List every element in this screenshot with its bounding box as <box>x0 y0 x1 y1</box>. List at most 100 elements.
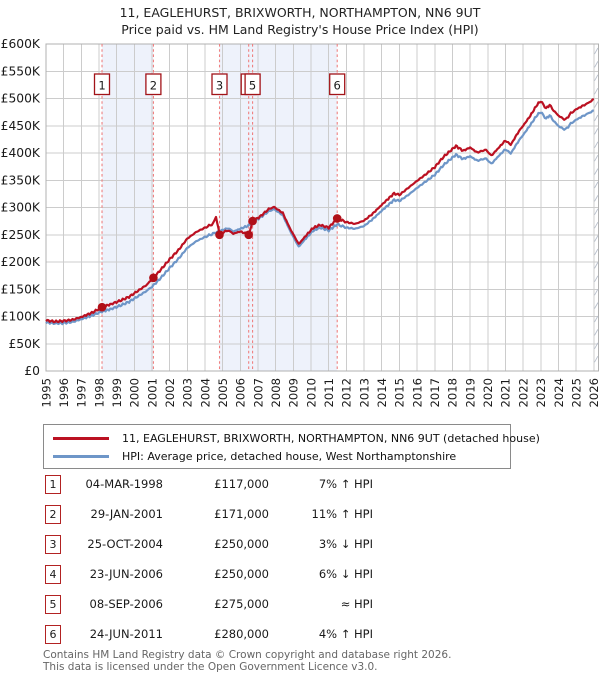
chart-title: 11, EAGLEHURST, BRIXWORTH, NORTHAMPTON, … <box>119 5 481 20</box>
svg-text:2012: 2012 <box>340 378 354 408</box>
sale-hpi-delta: 11% ↑ HPI <box>311 507 373 521</box>
svg-text:1995: 1995 <box>39 378 53 408</box>
svg-text:2021: 2021 <box>499 378 513 408</box>
svg-text:2020: 2020 <box>481 378 495 408</box>
sale-price: £117,000 <box>214 477 269 491</box>
svg-text:£300K: £300K <box>1 201 41 215</box>
svg-text:2025: 2025 <box>569 378 583 408</box>
sale-date: 08-SEP-2006 <box>89 597 163 611</box>
sale-date: 29-JAN-2001 <box>90 507 164 521</box>
chart-gridlines <box>45 43 600 372</box>
hpi-series-label: HPI: Average price, detached house, West… <box>122 449 457 463</box>
svg-text:2015: 2015 <box>393 378 407 408</box>
svg-text:2023: 2023 <box>534 378 548 408</box>
svg-text:2009: 2009 <box>287 378 301 408</box>
svg-text:2010: 2010 <box>304 378 318 408</box>
footer-line2: This data is licensed under the Open Gov… <box>43 661 378 673</box>
table-row: 5 08-SEP-2006 £275,000 ≈ HPI <box>45 594 385 614</box>
svg-text:£600K: £600K <box>1 38 41 51</box>
license-footer: Contains HM Land Registry data © Crown c… <box>43 649 451 673</box>
svg-text:1999: 1999 <box>110 378 124 408</box>
table-row: 1 04-MAR-1998 £117,000 7% ↑ HPI <box>45 474 385 494</box>
price-line <box>45 98 595 324</box>
row-number-badge: 5 <box>45 594 61 614</box>
row-number-badge: 1 <box>45 474 61 494</box>
svg-text:2011: 2011 <box>322 378 336 408</box>
sale-price: £171,000 <box>214 507 269 521</box>
svg-text:£450K: £450K <box>1 119 41 133</box>
svg-text:5: 5 <box>249 79 256 93</box>
sale-price: £250,000 <box>214 567 269 581</box>
sale-price: £280,000 <box>214 627 269 641</box>
svg-text:2008: 2008 <box>269 378 283 408</box>
svg-text:2004: 2004 <box>198 378 212 408</box>
svg-text:£0: £0 <box>24 364 40 378</box>
svg-text:£500K: £500K <box>1 92 41 106</box>
price-chart-svg: 123456£0£50K£100K£150K£200K£250K£300K£35… <box>1 38 600 408</box>
row-number-badge: 3 <box>45 534 61 554</box>
sale-date: 23-JUN-2006 <box>89 567 163 581</box>
row-number-badge: 6 <box>45 624 61 644</box>
svg-text:2000: 2000 <box>128 378 142 408</box>
sale-hpi-delta: ≈ HPI <box>340 597 373 611</box>
svg-text:2007: 2007 <box>251 378 265 408</box>
svg-text:2013: 2013 <box>357 378 371 408</box>
svg-text:2002: 2002 <box>163 378 177 408</box>
svg-text:1997: 1997 <box>75 378 89 408</box>
svg-text:£150K: £150K <box>1 282 41 296</box>
svg-text:2003: 2003 <box>181 378 195 408</box>
table-row: 6 24-JUN-2011 £280,000 4% ↑ HPI <box>45 624 385 644</box>
svg-text:2024: 2024 <box>552 378 566 408</box>
sale-hpi-delta: 7% ↑ HPI <box>318 477 373 491</box>
row-number-badge: 4 <box>45 564 61 584</box>
sale-date-lines <box>101 44 338 371</box>
sale-hpi-delta: 6% ↓ HPI <box>318 567 373 581</box>
svg-text:2026: 2026 <box>587 378 600 408</box>
svg-text:2016: 2016 <box>410 378 424 408</box>
svg-text:1: 1 <box>98 79 105 93</box>
svg-text:2014: 2014 <box>375 378 389 408</box>
sale-date: 24-JUN-2011 <box>89 627 163 641</box>
svg-text:2001: 2001 <box>145 378 159 408</box>
svg-text:2018: 2018 <box>446 378 460 408</box>
sale-number-boxes: 123456 <box>93 73 346 96</box>
svg-text:3: 3 <box>216 79 223 93</box>
y-axis-labels: £0 £50K £100K £150K £200K £250K £300K £350K £400… <box>1 38 41 378</box>
svg-text:£550K: £550K <box>1 65 41 79</box>
svg-text:1996: 1996 <box>57 378 71 408</box>
table-row: 2 29-JAN-2001 £171,000 11% ↑ HPI <box>45 504 385 524</box>
svg-text:2006: 2006 <box>234 378 248 408</box>
sale-date: 04-MAR-1998 <box>85 477 163 491</box>
sale-hpi-delta: 4% ↑ HPI <box>318 627 373 641</box>
svg-text:2017: 2017 <box>428 378 442 408</box>
svg-text:2: 2 <box>150 79 157 93</box>
future-hatch <box>594 47 599 363</box>
chart-subtitle: Price paid vs. HM Land Registry's House … <box>121 22 479 37</box>
svg-text:6: 6 <box>334 79 341 93</box>
svg-text:£100K: £100K <box>1 310 41 324</box>
svg-text:1998: 1998 <box>92 378 106 408</box>
svg-text:2005: 2005 <box>216 378 230 408</box>
svg-text:£50K: £50K <box>8 337 40 351</box>
x-axis-labels: 1995 1996 1997 1998 1999 2000 2001 2002 2003 2004… <box>39 378 600 408</box>
sale-price: £275,000 <box>214 597 269 611</box>
svg-text:£200K: £200K <box>1 255 41 269</box>
sale-price: £250,000 <box>214 537 269 551</box>
row-number-badge: 2 <box>45 504 61 524</box>
legend-row-price: 11, EAGLEHURST, BRIXWORTH, NORTHAMPTON, … <box>44 429 540 447</box>
sale-date: 25-OCT-2004 <box>87 537 163 551</box>
price-series-label: 11, EAGLEHURST, BRIXWORTH, NORTHAMPTON, … <box>122 431 540 445</box>
legend-box: 11, EAGLEHURST, BRIXWORTH, NORTHAMPTON, … <box>43 424 540 469</box>
legend-row-hpi: HPI: Average price, detached house, West… <box>44 447 510 465</box>
table-row: 4 23-JUN-2006 £250,000 6% ↓ HPI <box>45 564 385 584</box>
sale-hpi-delta: 3% ↓ HPI <box>318 537 373 551</box>
footer-line1: Contains HM Land Registry data © Crown c… <box>43 649 452 661</box>
sale-point-markers <box>97 214 342 312</box>
svg-text:2019: 2019 <box>463 378 477 408</box>
hpi-line <box>45 109 594 326</box>
hpi-series-swatch <box>53 454 109 458</box>
svg-text:2022: 2022 <box>516 378 530 408</box>
svg-text:£350K: £350K <box>1 173 41 187</box>
price-series-swatch <box>53 436 109 440</box>
